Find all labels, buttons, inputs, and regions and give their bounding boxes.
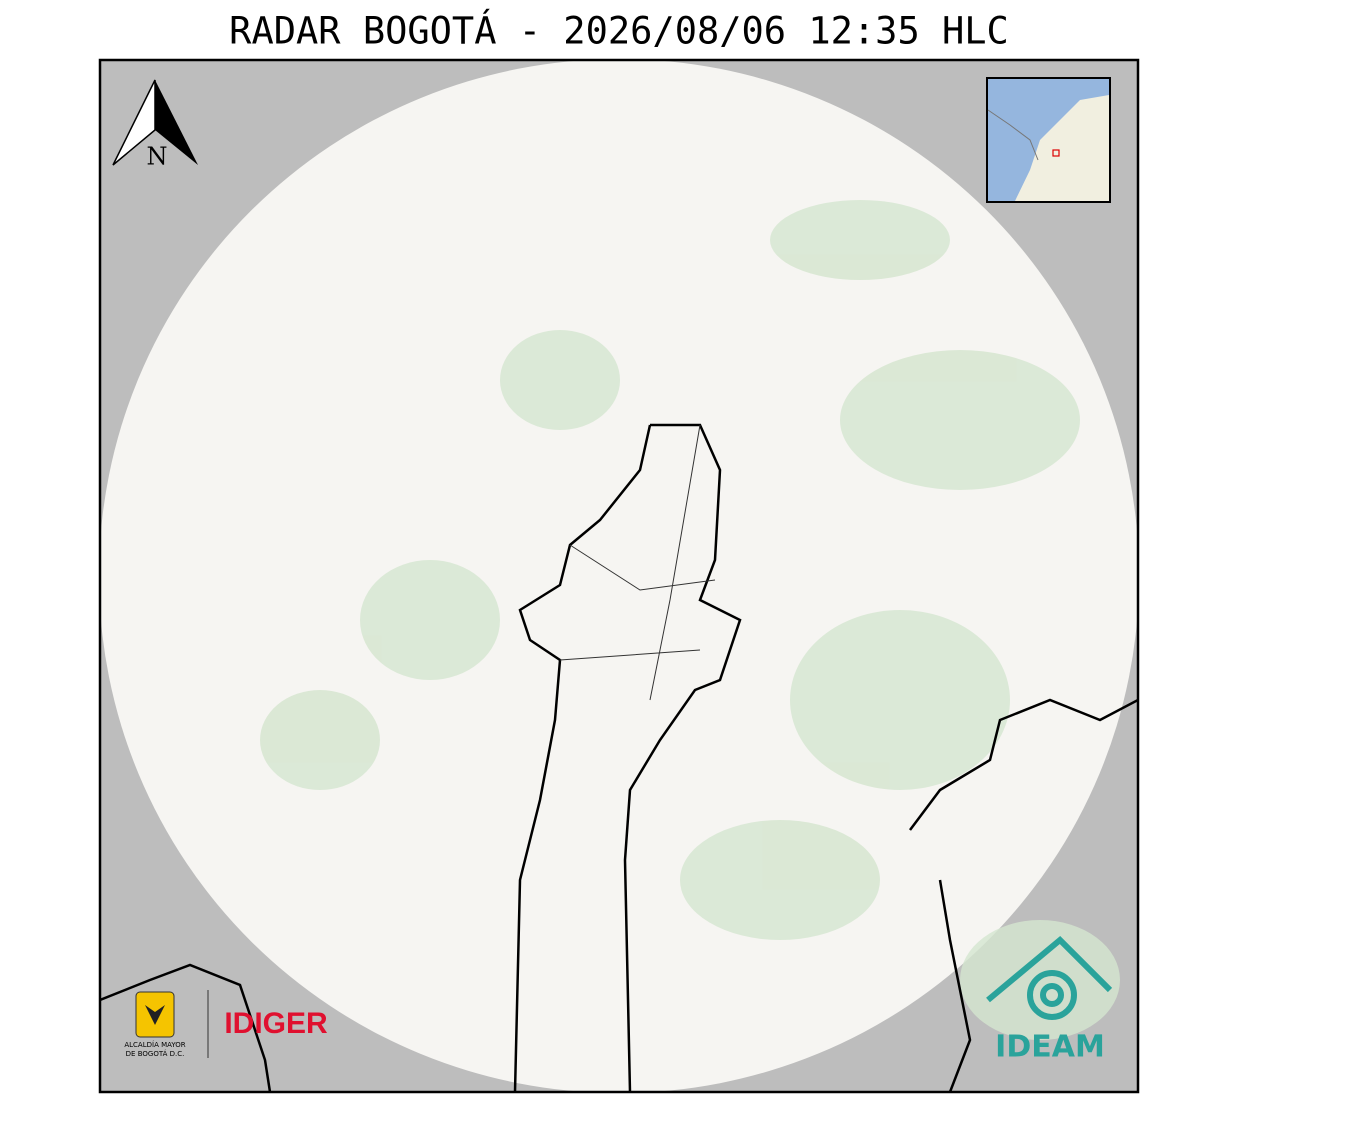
inset-map (986, 77, 1111, 203)
north-label: N (147, 143, 168, 171)
logo-ideam: IDEAM (995, 1030, 1105, 1065)
logo-ideam-mark (986, 935, 1113, 1020)
map-frame (98, 58, 1140, 1094)
north-arrow: N (112, 79, 198, 171)
logo-idiger: IDIGER (224, 1007, 328, 1040)
basemap (100, 60, 1138, 1092)
alcaldia-line: DE BOGOTÁ D.C. (126, 1049, 185, 1058)
logo-alcaldia: ALCALDÍA MAYOR DE BOGOTÁ D.C. (124, 990, 209, 1058)
alcaldia-line: ALCALDÍA MAYOR (124, 1040, 185, 1049)
title: RADAR BOGOTÁ - 2026/08/06 12:35 HLC (229, 9, 1009, 53)
